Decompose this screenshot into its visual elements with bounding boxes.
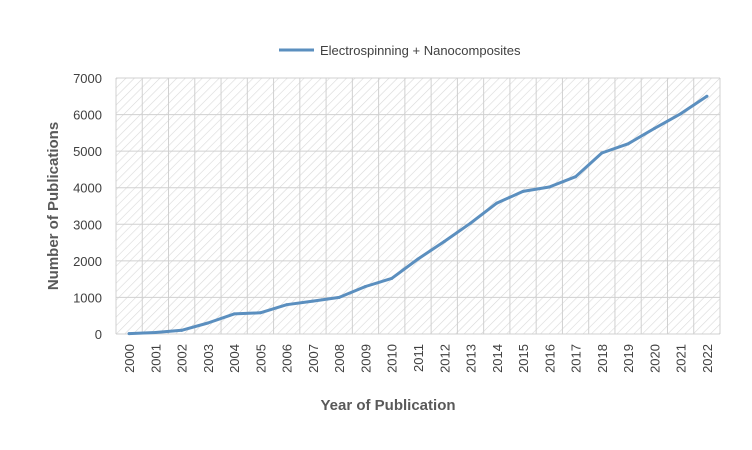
x-tick-label: 2008 — [332, 344, 347, 373]
x-tick-label: 2012 — [437, 344, 452, 373]
y-axis-title: Number of Publications — [45, 122, 62, 290]
data-point — [705, 94, 709, 98]
data-point — [127, 332, 131, 336]
x-tick-label: 2009 — [358, 344, 373, 373]
x-tick-label: 2016 — [542, 344, 557, 373]
x-tick-label: 2013 — [464, 344, 479, 373]
data-point — [679, 112, 683, 116]
x-tick-label: 2002 — [175, 344, 190, 373]
x-axis-title: Year of Publication — [320, 397, 455, 414]
x-tick-label: 2018 — [595, 344, 610, 373]
x-tick-label: 2021 — [674, 344, 689, 373]
y-tick-label: 4000 — [73, 181, 102, 196]
legend-label: Electrospinning + Nanocomposites — [320, 43, 521, 58]
data-point — [180, 328, 184, 332]
x-tick-label: 2005 — [253, 344, 268, 373]
x-tick-label: 2015 — [516, 344, 531, 373]
x-tick-label: 2007 — [306, 344, 321, 373]
y-tick-label: 2000 — [73, 254, 102, 269]
legend: Electrospinning + Nanocomposites — [279, 43, 521, 58]
data-point — [153, 331, 157, 335]
y-tick-label: 0 — [95, 327, 102, 342]
y-tick-label: 6000 — [73, 108, 102, 123]
x-tick-label: 2003 — [201, 344, 216, 373]
data-point — [390, 276, 394, 280]
x-tick-label: 2019 — [621, 344, 636, 373]
data-point — [232, 312, 236, 316]
x-tick-label: 2014 — [490, 344, 505, 373]
data-point — [626, 142, 630, 146]
x-tick-label: 2006 — [280, 344, 295, 373]
plot-area — [116, 78, 720, 334]
x-tick-label: 2004 — [227, 344, 242, 373]
y-tick-label: 3000 — [73, 217, 102, 232]
x-tick-label: 2017 — [569, 344, 584, 373]
data-point — [311, 299, 315, 303]
y-tick-label: 1000 — [73, 290, 102, 305]
x-axis-ticks: 2000 2001 2002 2003 2004 2005 2006 2007 2008 2009… — [122, 344, 715, 373]
series-layer — [127, 94, 709, 336]
data-point — [442, 239, 446, 243]
x-tick-label: 2000 — [122, 344, 137, 373]
x-tick-label: 2020 — [647, 344, 662, 373]
y-axis-ticks: 0 1000 2000 3000 4000 5000 6000 7000 — [73, 71, 102, 342]
x-tick-label: 2010 — [385, 344, 400, 373]
data-point — [600, 151, 604, 155]
y-tick-label: 7000 — [73, 71, 102, 86]
data-point — [469, 221, 473, 225]
gridlines — [115, 77, 721, 335]
data-point — [258, 311, 262, 315]
data-point — [652, 126, 656, 130]
x-tick-label: 2011 — [411, 344, 426, 372]
data-point — [574, 175, 578, 179]
data-point — [521, 189, 525, 193]
y-tick-label: 5000 — [73, 144, 102, 159]
x-tick-label: 2022 — [700, 344, 715, 373]
data-point — [495, 201, 499, 205]
data-point — [363, 284, 367, 288]
data-point — [285, 303, 289, 307]
data-point — [416, 257, 420, 261]
data-point — [337, 295, 341, 299]
data-point — [206, 321, 210, 325]
data-point — [547, 185, 551, 189]
x-tick-label: 2001 — [148, 344, 163, 373]
